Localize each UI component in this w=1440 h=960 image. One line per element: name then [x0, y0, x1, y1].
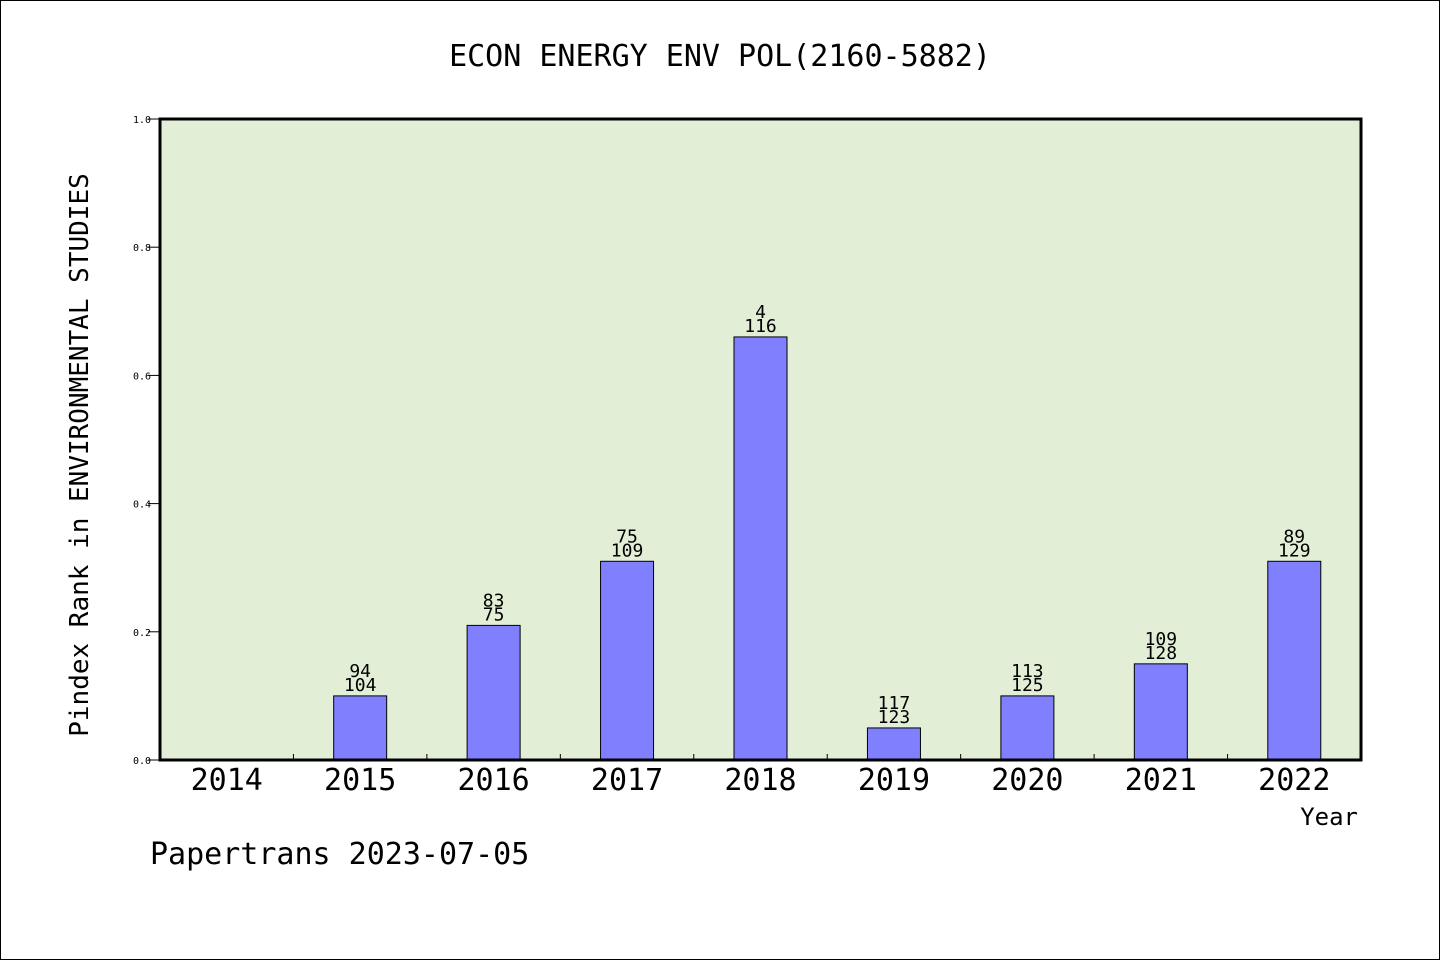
bar-2021 [1133, 663, 1188, 761]
bar-2022 [1267, 560, 1322, 761]
x-tick-label: 2015 [324, 763, 396, 798]
x-tick-label: 2017 [591, 763, 663, 798]
bars [333, 336, 1322, 761]
x-tick-label: 2016 [457, 763, 529, 798]
data-label-bottom: 104 [344, 675, 377, 696]
bar-2019 [866, 727, 921, 761]
data-label-top: 89 [1283, 526, 1305, 547]
y-axis-label: Pindex Rank in ENVIRONMENTAL STUDIES [65, 173, 95, 737]
y-tick-label: 0.0 [133, 756, 151, 767]
data-label-bottom: 128 [1145, 643, 1178, 664]
x-tick-label: 2020 [991, 763, 1063, 798]
chart-title: ECON ENERGY ENV POL(2160-5882) [449, 39, 991, 74]
data-label-bottom: 116 [744, 316, 777, 337]
data-label-top: 94 [349, 661, 371, 682]
data-label-bottom: 123 [878, 707, 911, 728]
data-label-top: 75 [616, 526, 638, 547]
data-label-top: 117 [878, 693, 911, 714]
x-tick-label: 2014 [191, 763, 263, 798]
bar-2015 [333, 695, 388, 761]
data-label-bottom: 129 [1278, 540, 1311, 561]
data-label-top: 4 [755, 302, 766, 323]
x-tick-label: 2018 [724, 763, 796, 798]
bar-2017 [600, 560, 655, 761]
y-tick-label: 1.0 [133, 115, 151, 126]
axis-ticks: 0.0 0.2 0.4 0.6 0.8 1.0 2014 2015 2016 2017 2018 20… [133, 115, 1330, 798]
footer-text: Papertrans 2023-07-05 [150, 837, 529, 872]
bar-2016 [466, 624, 521, 761]
data-label-top: 83 [483, 590, 505, 611]
data-label-bottom: 75 [483, 604, 505, 625]
y-tick-label: 0.2 [133, 628, 151, 639]
data-label-bottom: 125 [1011, 675, 1044, 696]
y-tick-label: 0.4 [133, 500, 151, 511]
bar-2018 [733, 336, 788, 761]
x-tick-label: 2021 [1125, 763, 1197, 798]
y-tick-label: 0.6 [133, 371, 151, 382]
x-axis-label: Year [1300, 803, 1358, 831]
data-label-top: 113 [1011, 661, 1044, 682]
x-tick-label: 2022 [1258, 763, 1330, 798]
y-tick-label: 0.8 [133, 243, 151, 254]
plot-border [158, 117, 1363, 762]
data-label-top: 109 [1145, 629, 1178, 650]
data-labels: 1049475831097511641231171251131281091298… [344, 302, 1311, 728]
x-tick-label: 2019 [858, 763, 930, 798]
bar-2020 [1000, 695, 1055, 761]
data-label-bottom: 109 [611, 540, 644, 561]
